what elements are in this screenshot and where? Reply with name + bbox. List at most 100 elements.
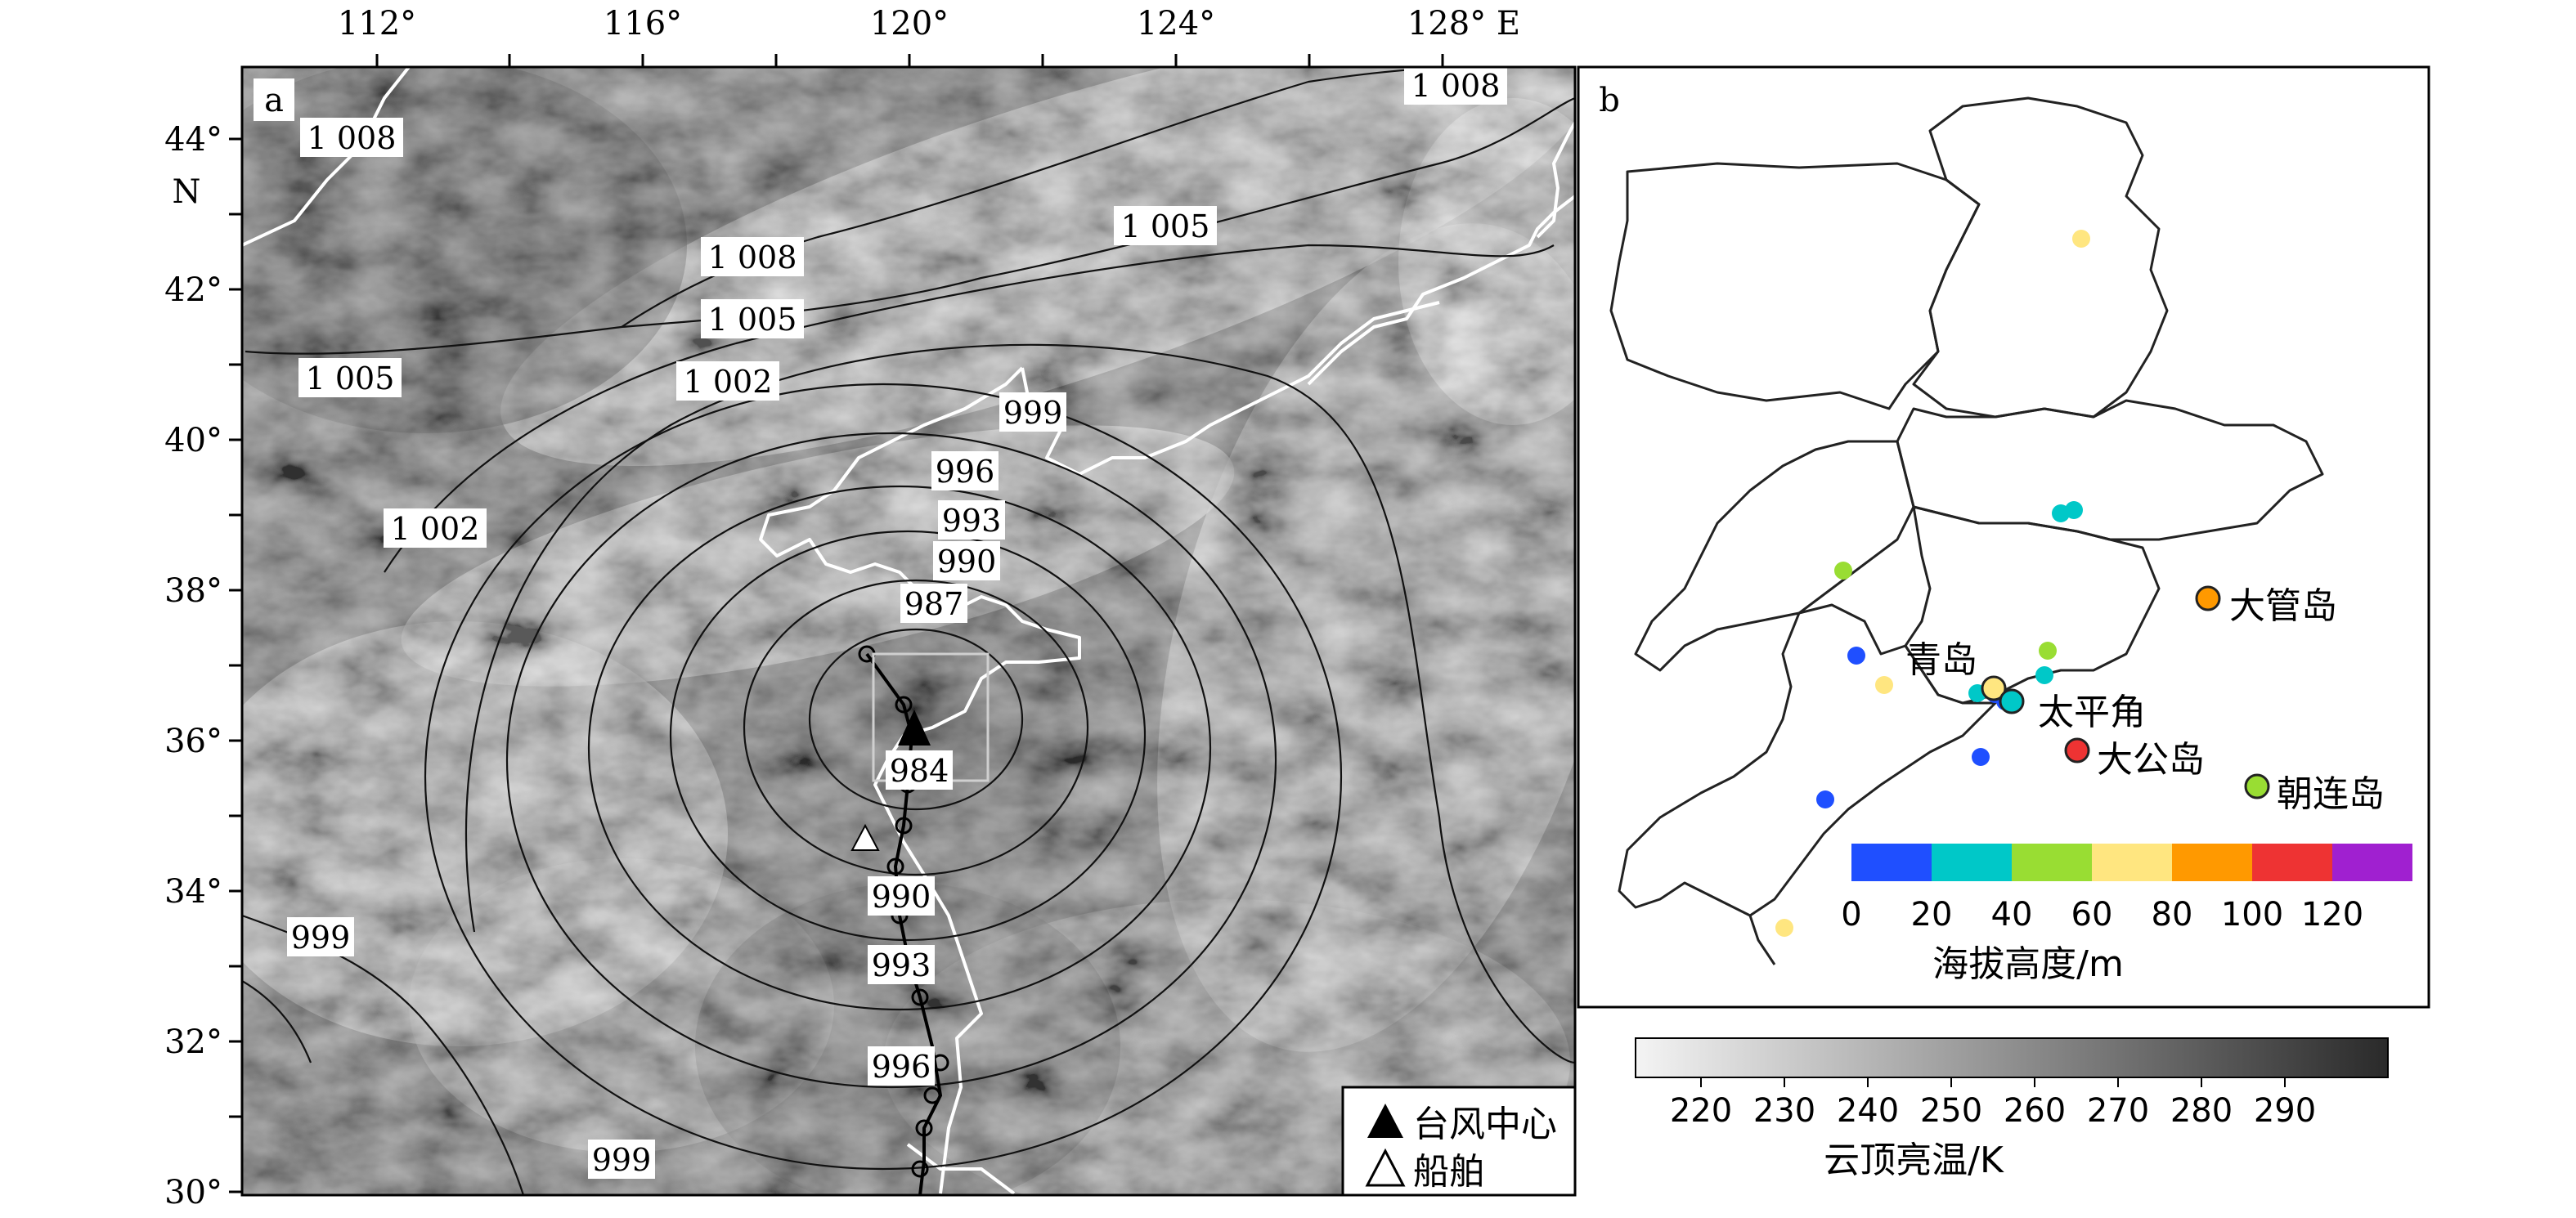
lat-tick-label: 30° xyxy=(164,1174,222,1211)
lon-tick-label: 128° E xyxy=(1407,5,1520,43)
station-label: 青岛 xyxy=(1905,639,1977,681)
colorbar-tick-label: 230 xyxy=(1753,1092,1815,1130)
station-markers: 大管岛 青岛 太平角 大公岛 朝连岛 xyxy=(1905,585,2385,815)
station-marker-daguandao xyxy=(2195,585,2221,611)
isobar-label: 990 xyxy=(872,879,931,915)
colorbar-segment xyxy=(2252,844,2332,881)
isobar-label: 999 xyxy=(291,920,351,956)
isobar-label: 996 xyxy=(872,1049,931,1085)
colorbar-segment xyxy=(1932,844,2012,881)
altitude-points xyxy=(1775,230,2090,937)
lon-tick-label: 124° xyxy=(1137,5,1215,43)
isobar-label-bg xyxy=(868,1046,935,1086)
isobar-label-bg xyxy=(1114,206,1217,245)
colorbar-segment xyxy=(2092,844,2172,881)
lat-tick-label: 36° xyxy=(164,723,222,760)
lat-tick-label: 34° xyxy=(164,873,222,911)
colorbar-tick-label: 120 xyxy=(2301,896,2363,934)
station-marker-taipingjiao xyxy=(1999,688,2025,714)
isobar-labels: 1 008 1 008 1 008 1 005 1 005 1 005 1 002 1 002… xyxy=(287,65,1507,1179)
isobar-label: 1 002 xyxy=(684,364,773,400)
panel-b-map: b 大管岛 青岛 xyxy=(1577,65,2430,1009)
isobar-label-bg xyxy=(384,508,487,548)
isobar-label-bg xyxy=(886,750,953,790)
panel-a-label: a xyxy=(264,82,284,119)
legend-typhoon-center: 台风中心 xyxy=(1413,1104,1557,1145)
isobar-label-bg xyxy=(868,876,935,916)
isobar-label-bg xyxy=(701,299,804,338)
isobars xyxy=(242,67,1575,1195)
axis-ticks xyxy=(229,54,1444,1193)
panel-a-map: 1 008 1 008 1 008 1 005 1 005 1 005 1 002 1 002… xyxy=(164,5,1577,1211)
colorbar-tick-label: 40 xyxy=(1991,896,2033,934)
open-triangle-icon xyxy=(1365,1148,1406,1187)
altitude-colorbar-ticks: 0 20 40 60 80 100 120 xyxy=(1841,896,2363,934)
altitude-colorbar-title: 海拔高度/m xyxy=(1932,943,2124,985)
cloud-colorbar-title: 云顶亮温/K xyxy=(1824,1140,2004,1181)
isobar-label-bg xyxy=(701,237,804,276)
colorbar-segment xyxy=(2012,844,2092,881)
ship-marker xyxy=(850,823,880,851)
colorbar-tick-label: 280 xyxy=(2170,1092,2233,1130)
colorbar-tick-label: 270 xyxy=(2087,1092,2149,1130)
colorbar-tick-label: 260 xyxy=(2004,1092,2066,1130)
station-label: 太平角 xyxy=(2038,692,2146,733)
isobar-label: 999 xyxy=(592,1142,652,1178)
lon-tick-label: 112° xyxy=(338,5,416,43)
colorbar-tick-label: 290 xyxy=(2254,1092,2316,1130)
legend-ship: 船舶 xyxy=(1413,1151,1485,1193)
isobar-label-bg xyxy=(900,584,967,623)
lon-tick-label: 116° xyxy=(604,5,682,43)
lat-tick-label: 42° xyxy=(164,271,222,309)
panel-label-bg xyxy=(254,78,294,121)
isobar-label-bg xyxy=(933,541,1000,580)
isobar-label: 993 xyxy=(942,503,1002,539)
colorbar-tick-label: 80 xyxy=(2152,896,2193,934)
isobar-label: 1 005 xyxy=(1121,208,1210,244)
isobar-label: 984 xyxy=(890,753,949,789)
colorbar-tick-label: 100 xyxy=(2221,896,2283,934)
isobar-label-bg xyxy=(588,1140,655,1179)
isobar-label: 993 xyxy=(872,947,931,983)
isobar-label: 1 002 xyxy=(391,511,480,547)
isobar-label-bg xyxy=(300,118,403,157)
lat-unit-label: N xyxy=(173,173,201,211)
typhoon-center-marker xyxy=(898,710,931,746)
lat-tick-label: 32° xyxy=(164,1023,222,1061)
station-label: 大公岛 xyxy=(2097,739,2205,781)
colorbar-tick-label: 0 xyxy=(1841,896,1861,934)
isobar-label: 1 008 xyxy=(307,120,397,156)
coastline xyxy=(242,67,1575,1195)
legend: 台风中心 船舶 xyxy=(1341,1086,1577,1197)
lat-tick-label: 40° xyxy=(164,422,222,459)
lon-tick-label: 120° xyxy=(870,5,949,43)
station-label: 大管岛 xyxy=(2229,585,2337,627)
isobar-label: 1 008 xyxy=(708,240,797,275)
colorbar-tick-label: 250 xyxy=(1920,1092,1982,1130)
filled-triangle-icon xyxy=(1367,1104,1403,1138)
lat-tick-label: 44° xyxy=(164,121,222,159)
colorbar-tick-label: 60 xyxy=(2071,896,2113,934)
isobar-label: 996 xyxy=(936,454,995,490)
colorbar-segment xyxy=(1851,844,1932,881)
panel-b-label: b xyxy=(1599,82,1620,119)
isobar-label-bg xyxy=(931,451,999,490)
isobar-label: 999 xyxy=(1003,395,1063,431)
isobar-label-bg xyxy=(999,392,1066,432)
satellite-image xyxy=(242,67,1575,1195)
isobar-label: 1 008 xyxy=(1411,68,1501,104)
isobar-label-bg xyxy=(287,917,354,956)
isobar-label-bg xyxy=(868,945,935,984)
cloud-colorbar-ticks: 220 230 240 250 260 270 280 290 xyxy=(1670,1077,2316,1130)
isobar-label: 1 005 xyxy=(306,360,395,396)
isobar-label-bg xyxy=(938,500,1005,540)
station-marker-qingdao xyxy=(1981,675,2007,701)
isobar-label: 990 xyxy=(937,544,997,580)
colorbar-tick-label: 240 xyxy=(1837,1092,1899,1130)
altitude-colorbar xyxy=(1851,844,2412,881)
isobar-label: 987 xyxy=(904,586,964,622)
isobar-label-bg xyxy=(1404,65,1507,105)
lat-tick-label: 38° xyxy=(164,572,222,610)
colorbar-tick-label: 20 xyxy=(1911,896,1953,934)
